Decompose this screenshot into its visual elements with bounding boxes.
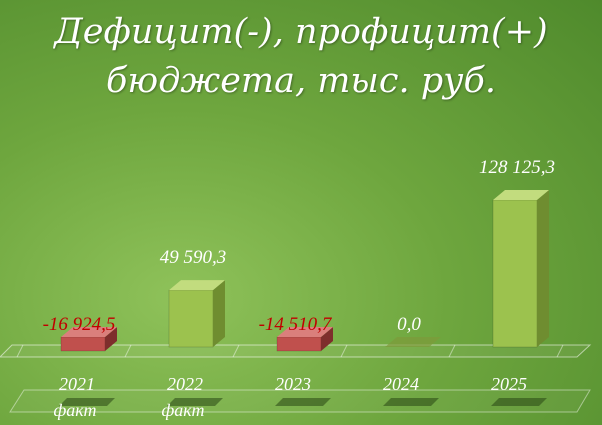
bar-shadow (59, 398, 115, 406)
axis-tick (16, 344, 24, 358)
bar-1 (60, 327, 117, 352)
bar-4 (385, 337, 441, 347)
value-label-2: 49 590,3 (160, 247, 227, 268)
value-labels: -16 924,5 49 590,3 -14 510,7 0,0 128 125,3 (43, 157, 555, 335)
axis-tick (448, 344, 456, 358)
value-label-5: 128 125,3 (479, 157, 555, 178)
chart-title-line-1: Дефицит(-), профицит(+) (54, 12, 548, 52)
bar-2 (168, 280, 225, 348)
bar-3 (276, 327, 333, 352)
category-label-3: 2023 (275, 374, 311, 394)
bar-shadow (167, 398, 223, 406)
category-label-2-line-2: факт (162, 400, 205, 420)
bar-shadow (275, 398, 331, 406)
category-label-5: 2025 (491, 374, 527, 394)
value-label-1: -16 924,5 (43, 314, 116, 335)
bar-shadow (491, 398, 547, 406)
category-label-4: 2024 (383, 374, 419, 394)
chart-title: Дефицит(-), профицит(+) бюджета, тыс. ру… (0, 8, 602, 106)
bar-shadow (383, 398, 439, 406)
axis-tick (124, 344, 132, 358)
value-label-3: -14 510,7 (259, 314, 333, 335)
category-label-2: 2022 (167, 374, 203, 394)
axis-tick (340, 344, 348, 358)
bar-5 (492, 190, 549, 348)
axis-tick (556, 344, 564, 358)
axis-tick (232, 344, 240, 358)
chart-bars (59, 190, 549, 406)
category-label-1-line-2: факт (54, 400, 97, 420)
category-label-1: 2021 (59, 374, 95, 394)
value-label-4: 0,0 (397, 314, 421, 335)
chart-title-line-2: бюджета, тыс. руб. (106, 61, 496, 101)
category-labels: 2021 факт 2022 факт 2023 2024 2025 (54, 374, 527, 420)
